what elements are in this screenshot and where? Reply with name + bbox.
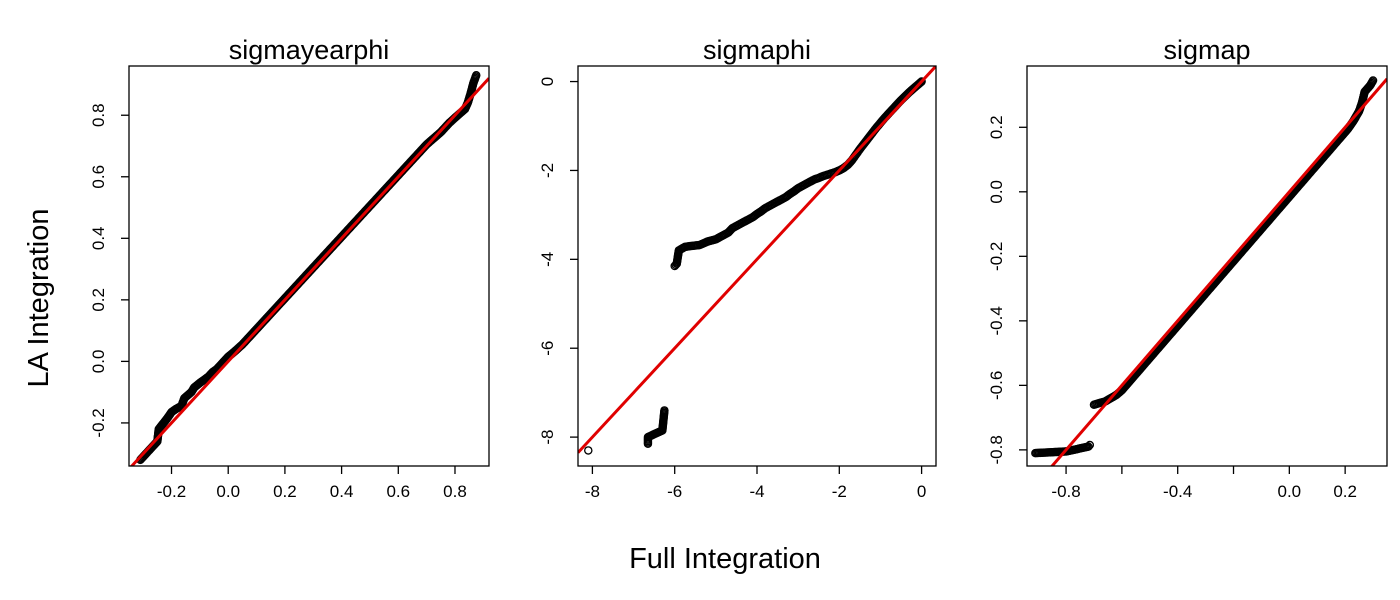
data-point	[916, 78, 925, 87]
panels: sigmayearphi -0.2 0.0 0.2 0.4 0.6 0.8 -0.2 0.0 0.…	[89, 35, 1388, 501]
y-tick-label: 0.0	[89, 350, 108, 374]
x-tick-label: -0.4	[1163, 482, 1192, 501]
y-tick-label: -6	[538, 341, 557, 356]
x-tick-label: -8	[585, 482, 600, 501]
x-tick-label: -2	[832, 482, 847, 501]
points	[1031, 76, 1378, 458]
panel-title: sigmayearphi	[229, 35, 390, 65]
data-point	[917, 77, 926, 86]
y-tick-label: 0.4	[89, 226, 108, 250]
panel-title: sigmap	[1163, 35, 1250, 65]
data-point	[660, 406, 669, 415]
data-point	[915, 79, 924, 88]
y-tick-label: -0.2	[89, 408, 108, 437]
reference-line	[1050, 77, 1387, 466]
x-tick-label: 0.2	[273, 482, 297, 501]
x-tick-label: 0.4	[330, 482, 354, 501]
x-tick-label: 0.2	[1333, 482, 1357, 501]
plot-frame	[128, 65, 490, 467]
y-tick-label: 0.8	[89, 103, 108, 127]
x-tick-label: 0.0	[1278, 482, 1302, 501]
y-tick-label: -0.6	[987, 371, 1006, 400]
panel-sigmaphi: sigmaphi -8 -6 -4 -2 0 -8 -6 -4 -2 0	[538, 35, 937, 501]
y-tick-label: 0	[538, 77, 557, 86]
reference-line	[578, 66, 936, 454]
y-tick-label: 0.0	[987, 180, 1006, 204]
y-tick-label: 0.6	[89, 165, 108, 189]
data-point	[471, 70, 481, 80]
y-tick-label: -0.4	[987, 306, 1006, 335]
x-tick-label: -6	[667, 482, 682, 501]
panel-title: sigmaphi	[703, 35, 811, 65]
x-tick-label: 0	[917, 482, 926, 501]
x-tick-label: -4	[749, 482, 764, 501]
data-point	[1368, 76, 1378, 85]
x-tick-label: -0.8	[1051, 482, 1080, 501]
x-axis-label: Full Integration	[629, 543, 821, 575]
y-tick-label: -0.2	[987, 242, 1006, 271]
y-tick-label: 0.2	[89, 288, 108, 312]
x-tick-label: 0.0	[216, 482, 240, 501]
y-tick-label: 0.2	[987, 115, 1006, 139]
y-axis-label: LA Integration	[23, 209, 55, 388]
plot-frame	[1026, 65, 1388, 467]
y-tick-label: -2	[538, 163, 557, 178]
x-tick-label: 0.8	[443, 482, 467, 501]
x-tick-label: 0.6	[386, 482, 410, 501]
data-point	[584, 446, 593, 455]
data-point	[1085, 440, 1095, 450]
y-tick-label: -4	[538, 252, 557, 267]
x-tick-label: -0.2	[157, 482, 186, 501]
panel-sigmayearphi: sigmayearphi -0.2 0.0 0.2 0.4 0.6 0.8 -0.2 0.0 0.…	[89, 35, 490, 501]
panel-sigmap: sigmap -0.8 -0.4 0.0 0.2 -0.8 -0.6 -0.4 -0.2 0.0 0…	[987, 35, 1388, 501]
reference-line	[129, 77, 489, 466]
data-point	[1084, 442, 1093, 451]
y-tick-label: -8	[538, 430, 557, 445]
y-tick-label: -0.8	[987, 435, 1006, 464]
